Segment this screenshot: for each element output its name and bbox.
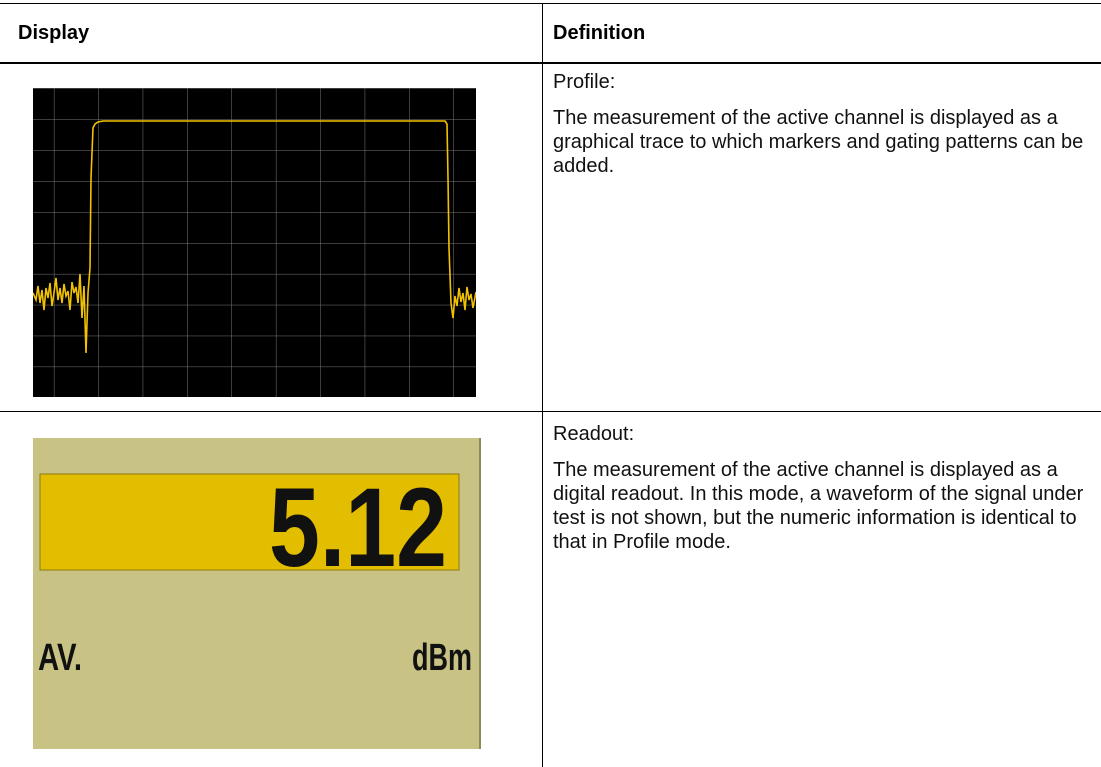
readout-unit: dBm (412, 637, 472, 679)
table-top-border (0, 3, 1101, 4)
readout-value: 5.12 (269, 465, 447, 590)
header-definition: Definition (553, 22, 645, 45)
row-definition: Readout: The measurement of the active c… (553, 422, 1093, 566)
header-border (0, 62, 1101, 64)
readout-mode: AV. (38, 637, 82, 679)
row-title: Profile: (553, 70, 1093, 94)
row-text: The measurement of the active channel is… (553, 458, 1093, 554)
readout-screen: 5.12 AV. dBm (33, 438, 481, 749)
header-display: Display (18, 22, 89, 45)
page: Display Definition Profile: The measurem… (0, 0, 1101, 767)
row-text: The measurement of the active channel is… (553, 106, 1093, 178)
profile-screen (33, 88, 476, 397)
column-divider (542, 3, 543, 767)
row-border (0, 411, 1101, 412)
row-title: Readout: (553, 422, 1093, 446)
row-definition: Profile: The measurement of the active c… (553, 70, 1093, 190)
